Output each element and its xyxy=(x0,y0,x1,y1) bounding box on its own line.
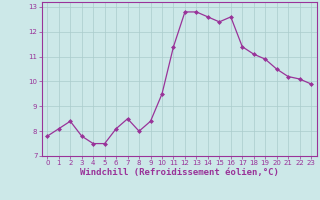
X-axis label: Windchill (Refroidissement éolien,°C): Windchill (Refroidissement éolien,°C) xyxy=(80,168,279,177)
